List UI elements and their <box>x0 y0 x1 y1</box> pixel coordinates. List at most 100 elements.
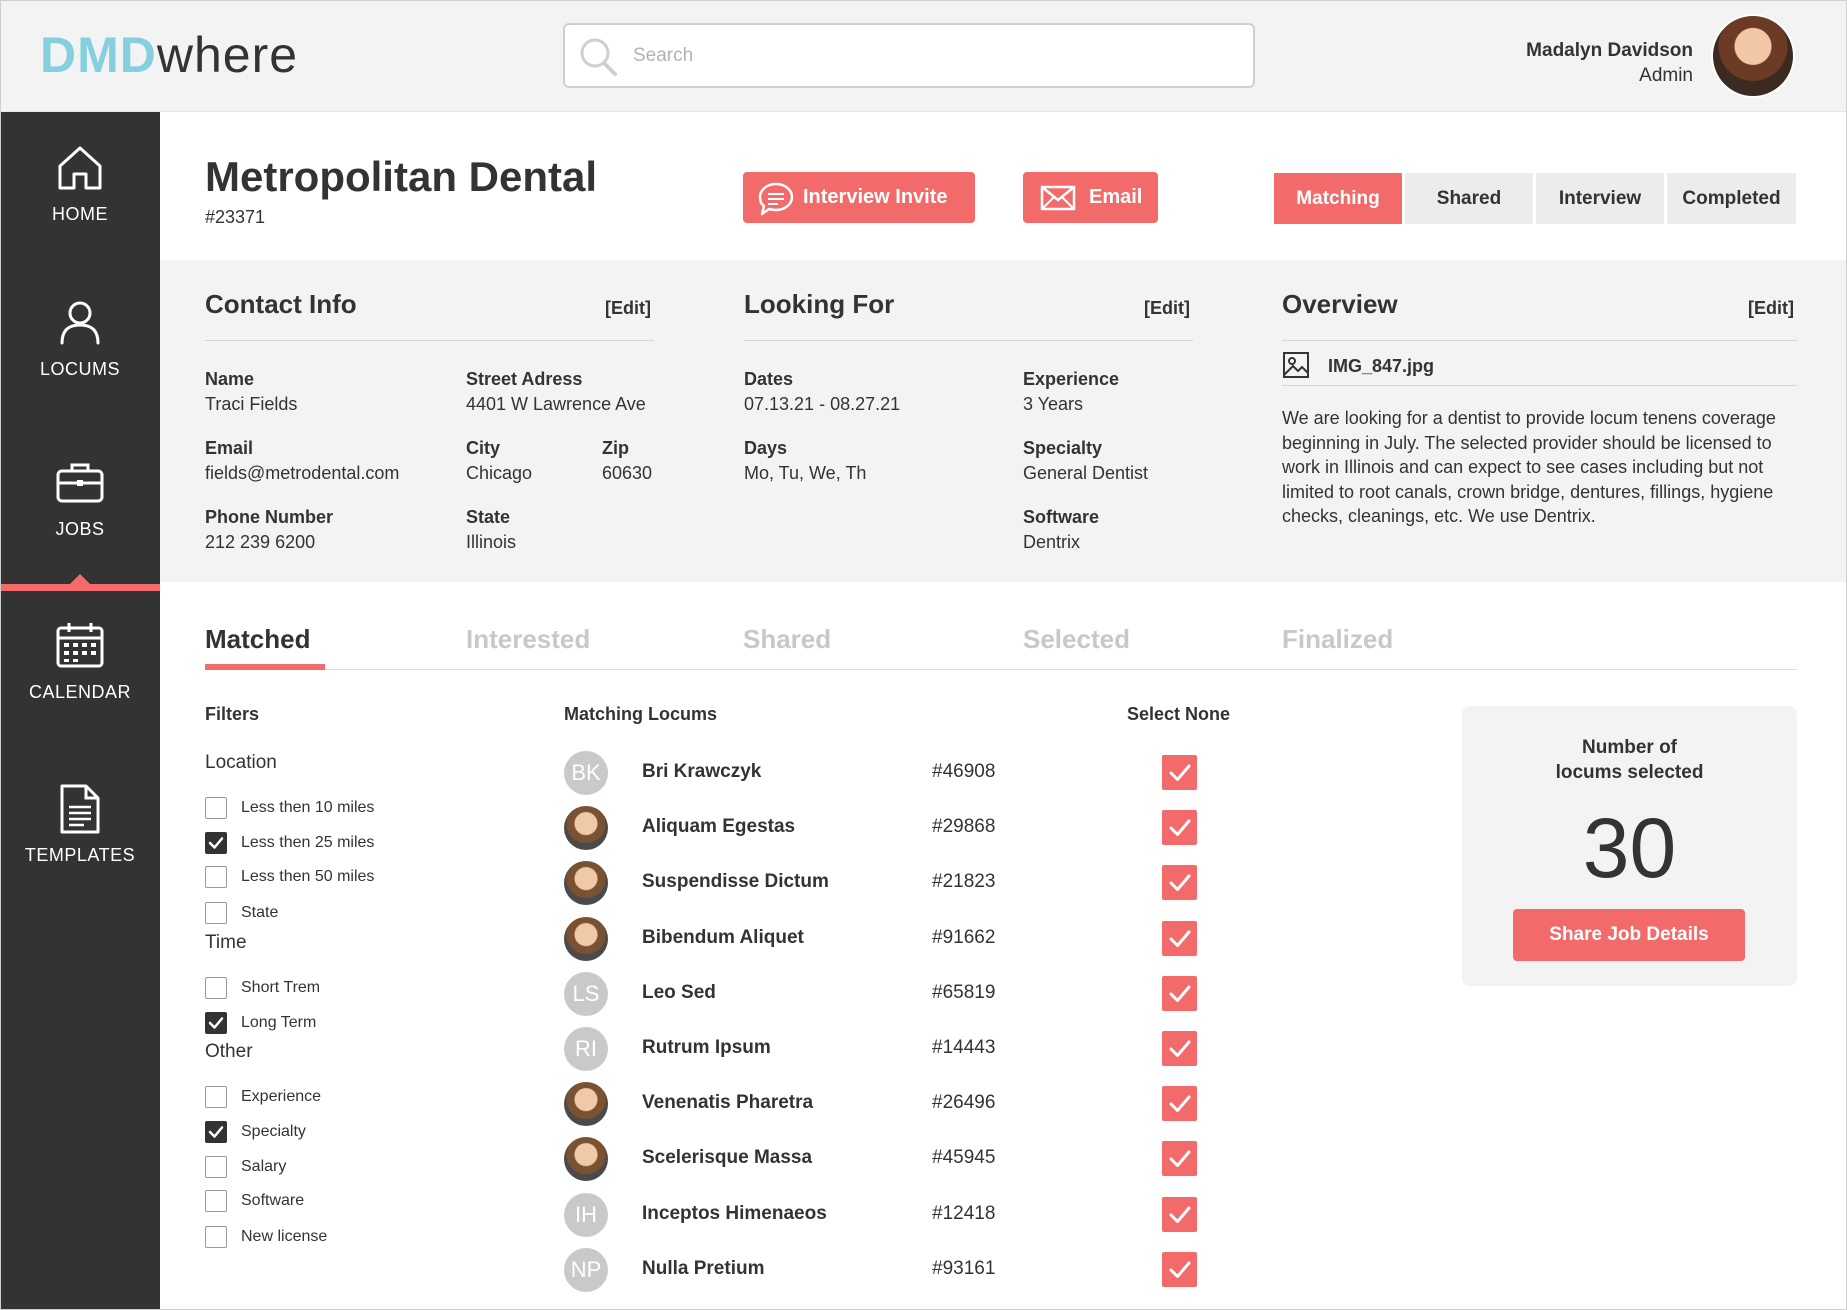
overview-edit-link[interactable]: [Edit] <box>1748 298 1794 318</box>
filter-checkbox[interactable] <box>205 1226 227 1248</box>
filter-option-label[interactable]: Less then 50 miles <box>241 868 375 885</box>
filter-option-label[interactable]: New license <box>241 1228 328 1245</box>
dates-value: 07.13.21 - 08.27.21 <box>744 394 901 414</box>
count-title-line2: locums selected <box>1555 762 1704 783</box>
locum-avatar <box>564 1137 608 1182</box>
interview-invite-button[interactable]: Interview Invite <box>743 172 975 223</box>
contact-edit-link[interactable]: [Edit] <box>605 298 651 318</box>
filter-checkbox[interactable] <box>205 1012 227 1034</box>
filter-checkbox[interactable] <box>205 977 227 999</box>
share-job-details-button[interactable]: Share Job Details <box>1513 909 1745 961</box>
locum-name[interactable]: Nulla Pretium <box>642 1257 765 1279</box>
locum-select-checkbox[interactable] <box>1162 920 1197 956</box>
sidebar-item-templates[interactable]: TEMPLATES <box>0 753 160 903</box>
email-button[interactable]: Email <box>1023 172 1158 223</box>
section-divider <box>1282 385 1797 386</box>
section-divider <box>744 340 1193 341</box>
locum-name[interactable]: Venenatis Pharetra <box>642 1092 814 1114</box>
interview-invite-label: Interview Invite <box>803 186 948 208</box>
locum-avatar <box>564 861 608 906</box>
locum-select-checkbox[interactable] <box>1162 810 1197 846</box>
contact-state-value: Illinois <box>466 532 517 552</box>
filter-option-label[interactable]: Less then 25 miles <box>241 834 375 851</box>
tab-matched[interactable]: Matched <box>205 624 311 654</box>
locum-select-checkbox[interactable] <box>1162 755 1197 790</box>
locum-select-checkbox[interactable] <box>1162 975 1197 1011</box>
sidebar-item-label: CALENDAR <box>28 682 132 702</box>
status-tab-interview[interactable]: Interview <box>1536 173 1664 224</box>
locum-name[interactable]: Suspendisse Dictum <box>642 871 829 893</box>
page-title: Metropolitan Dental <box>205 153 598 200</box>
locum-select-checkbox[interactable] <box>1162 1251 1197 1287</box>
filter-checkbox[interactable] <box>205 902 227 924</box>
contact-name-label: Name <box>205 369 255 389</box>
filter-checkbox[interactable] <box>205 1121 227 1143</box>
locum-select-checkbox[interactable] <box>1162 1141 1197 1177</box>
software-label: Software <box>1023 507 1100 527</box>
locum-id: #46908 <box>932 761 996 782</box>
search-input[interactable] <box>633 41 1233 71</box>
job-info-panel <box>160 260 1847 582</box>
locum-id: #65819 <box>932 981 996 1003</box>
filter-checkbox[interactable] <box>205 1190 227 1212</box>
active-tab-underline <box>205 664 325 670</box>
status-tab-completed[interactable]: Completed <box>1667 173 1796 224</box>
filters-title: Filters <box>205 704 260 724</box>
filter-checkbox[interactable] <box>205 1086 227 1108</box>
contact-email-label: Email <box>205 438 254 458</box>
user-avatar[interactable] <box>1711 14 1795 98</box>
section-divider <box>205 340 654 341</box>
user-name: Madalyn Davidson <box>1526 40 1693 61</box>
experience-label: Experience <box>1023 369 1120 389</box>
filter-group-time: Time <box>205 932 247 953</box>
contact-city-label: City <box>466 438 501 458</box>
locum-select-checkbox[interactable] <box>1162 865 1197 901</box>
sidebar-item-home[interactable]: HOME <box>0 112 160 262</box>
locum-select-checkbox[interactable] <box>1162 1196 1197 1232</box>
filter-option-label[interactable]: Less then 10 miles <box>241 799 375 816</box>
sidebar-item-calendar[interactable]: CALENDAR <box>0 590 160 740</box>
filter-option-label[interactable]: Experience <box>241 1088 322 1105</box>
locum-select-checkbox[interactable] <box>1162 1086 1197 1122</box>
locum-name[interactable]: Scelerisque Massa <box>642 1147 813 1169</box>
tab-selected[interactable]: Selected <box>1023 624 1130 654</box>
locum-name[interactable]: Bibendum Aliquet <box>642 926 804 948</box>
share-job-details-label: Share Job Details <box>1549 924 1709 945</box>
locum-avatar: BK <box>564 751 608 795</box>
locum-name[interactable]: Inceptos Himenaeos <box>642 1202 827 1224</box>
filter-checkbox[interactable] <box>205 832 227 854</box>
app-logo[interactable]: DMDwhere <box>40 26 298 84</box>
select-none-link[interactable]: Select None <box>1127 704 1231 724</box>
filter-checkbox[interactable] <box>205 1156 227 1178</box>
locum-select-checkbox[interactable] <box>1162 1031 1197 1066</box>
locum-name[interactable]: Rutrum Ipsum <box>642 1037 771 1058</box>
locum-name[interactable]: Leo Sed <box>642 981 716 1003</box>
sidebar-item-jobs[interactable]: JOBS <box>0 427 160 577</box>
email-label: Email <box>1089 186 1143 208</box>
filter-checkbox[interactable] <box>205 797 227 819</box>
tab-finalized[interactable]: Finalized <box>1282 624 1394 654</box>
checkmark-icon <box>1169 764 1191 781</box>
filter-option-label[interactable]: Salary <box>241 1158 287 1175</box>
contact-city-value: Chicago <box>466 463 533 483</box>
filter-checkbox[interactable] <box>205 866 227 888</box>
attachment-filename[interactable]: IMG_847.jpg <box>1328 356 1435 376</box>
search-box[interactable] <box>563 23 1255 88</box>
locum-avatar: LS <box>564 971 608 1016</box>
filter-option-label[interactable]: Software <box>241 1192 305 1209</box>
filter-option-label[interactable]: Specialty <box>241 1123 306 1140</box>
filter-option-label[interactable]: Long Term <box>241 1014 317 1031</box>
checkmark-icon <box>1169 1095 1191 1113</box>
status-tab-matching[interactable]: Matching <box>1274 173 1402 224</box>
status-tab-shared[interactable]: Shared <box>1405 173 1533 224</box>
filter-option-label[interactable]: Short Trem <box>241 979 321 996</box>
looking-for-edit-link[interactable]: [Edit] <box>1144 298 1190 318</box>
sidebar-item-locums[interactable]: LOCUMS <box>0 267 160 417</box>
tab-interested[interactable]: Interested <box>466 624 591 654</box>
filter-option-label[interactable]: State <box>241 904 279 921</box>
locum-name[interactable]: Aliquam Egestas <box>642 816 796 838</box>
calendar-icon <box>56 623 104 668</box>
tab-shared[interactable]: Shared <box>743 624 832 654</box>
selection-count-value: 30 <box>1582 801 1677 895</box>
locum-name[interactable]: Bri Krawczyk <box>642 761 762 782</box>
